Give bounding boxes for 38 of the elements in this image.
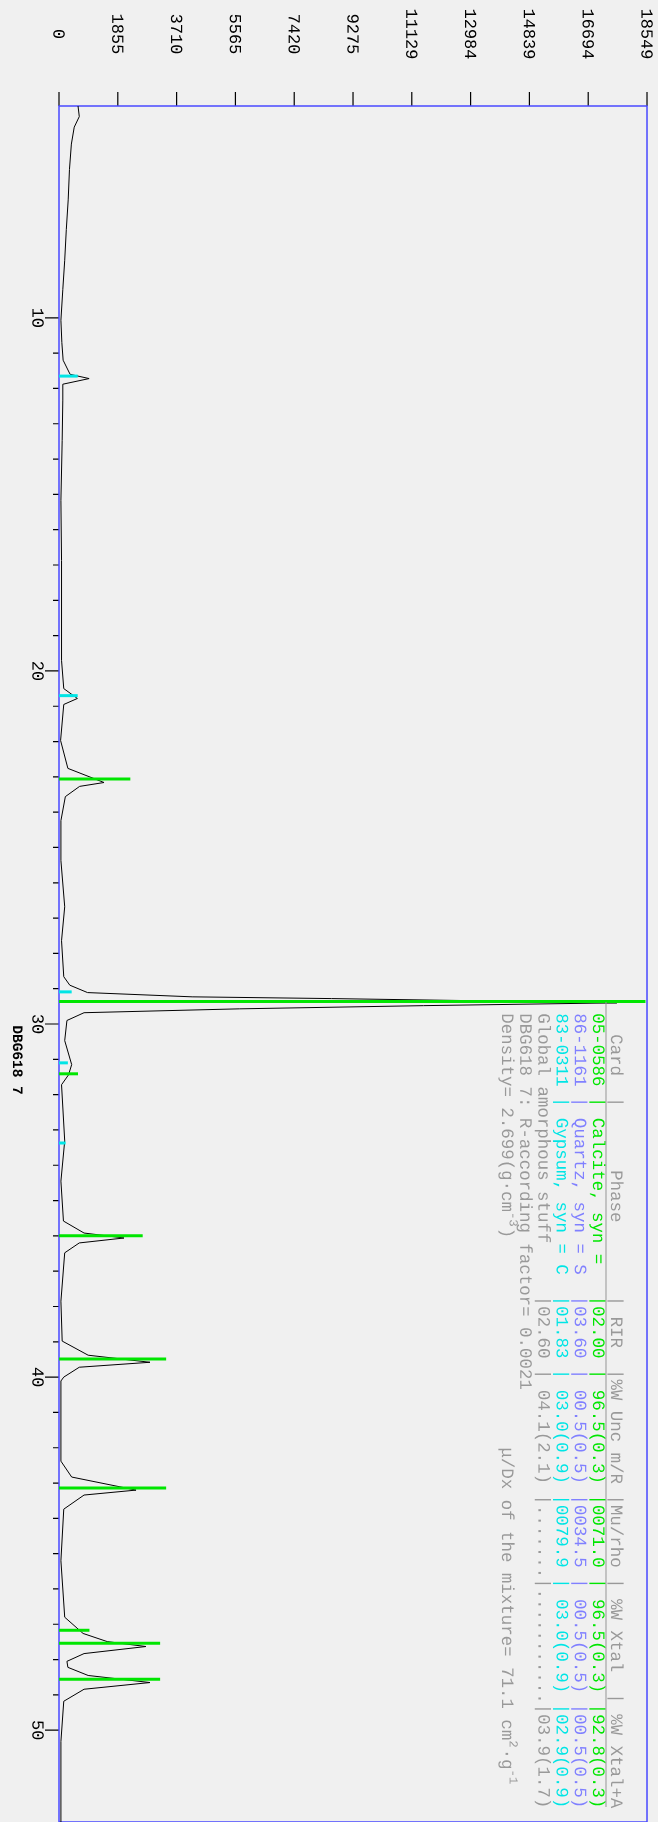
bar — [59, 999, 646, 1003]
annotation: 86-1161 | Quartz, syn = S |03.60 | 00.5(0.5) |0034.5 | 00.5(0.5) |00.5(0.5) — [571, 1014, 588, 1806]
x-tick-label: 1855 — [112, 14, 124, 54]
bar — [59, 1486, 167, 1490]
x-tick-label: 11129 — [406, 9, 418, 59]
y-tick-label: 20 — [32, 661, 44, 681]
bar — [59, 1072, 79, 1076]
y-tick-label: 50 — [32, 1721, 44, 1740]
x-tick-label: 7420 — [288, 14, 300, 54]
annotation: Global amorphous stuff |02.60 | 04.1(2.1) |.......|...........|03.9(1.7) — [534, 1014, 552, 1806]
annotation: DBG618 7: R-according factor= 0.0021 — [516, 1014, 533, 1390]
x-tick-label: 9275 — [347, 14, 359, 54]
text: Card | Phase | RIR |%W Unc m/R |Mu/rho | %W Xtal | %W Xtal+A — [607, 1035, 624, 1809]
x-tick-label: 0 — [53, 29, 65, 39]
x-tick-label: 14839 — [523, 9, 536, 59]
bar — [59, 1357, 167, 1361]
bar — [59, 1641, 161, 1645]
x-tick-label: 16694 — [582, 9, 594, 59]
bar — [59, 374, 78, 378]
x-tick-label: 12984 — [464, 9, 477, 59]
bar — [59, 1141, 66, 1145]
y-tick-label: 10 — [32, 308, 44, 327]
text: Density= 2.699(g·cm$^{-3}$) μ/Dx of the mixture= 71.1 cm$^{2}$·g$^{-1}$ — [498, 1014, 518, 1784]
x-tick-label: 5565 — [229, 14, 242, 54]
bar — [59, 1628, 90, 1632]
bar — [59, 990, 72, 994]
bar — [59, 1061, 68, 1065]
bar — [59, 694, 78, 698]
y-tick-label: 40 — [32, 1367, 44, 1387]
text: DBG618 7 — [12, 1026, 23, 1094]
bar — [59, 1677, 161, 1681]
x-tick-label: 3710 — [170, 14, 183, 54]
y-tick-label: 30 — [32, 1014, 44, 1034]
bar — [59, 1234, 143, 1238]
x-tick-label: 18549 — [641, 9, 653, 59]
annotation: 05-0586 | Calcite, syn = |02.00 | 96.5(0.3) |0071.0 | 96.5(0.3) |92.8(0.3) — [589, 1014, 606, 1806]
bar — [59, 777, 131, 781]
annotation: 83-0311 | Gypsum, syn = C |01.83 | 03.0(0.9) |0079.9 | 03.0(0.9) |02.9(0.9) — [552, 1014, 570, 1806]
